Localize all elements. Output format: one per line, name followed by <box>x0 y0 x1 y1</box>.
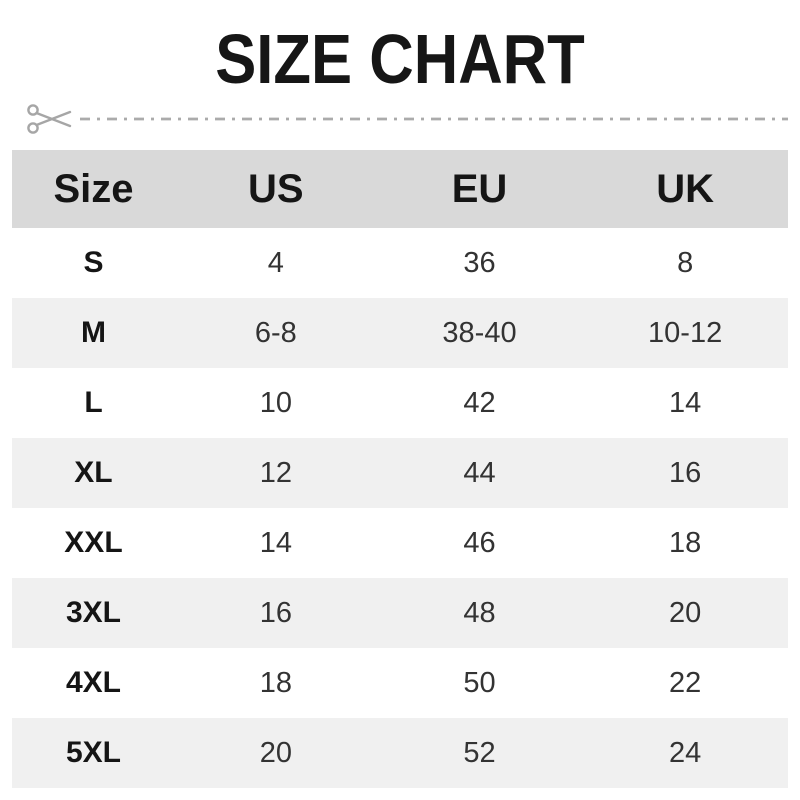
uk-cell: 24 <box>669 736 702 769</box>
table-body: S 4 36 8 M 6-8 38-40 10-12 L 10 42 14 XL… <box>12 228 788 788</box>
us-cell: 20 <box>259 736 292 769</box>
us-cell: 18 <box>259 666 292 699</box>
us-cell: 14 <box>259 526 292 559</box>
us-cell: 12 <box>259 456 292 489</box>
eu-cell: 46 <box>463 526 496 559</box>
size-cell: M <box>80 316 106 349</box>
size-cell: XXL <box>64 526 123 559</box>
size-table: Size US EU UK S 4 36 8 M 6-8 38-40 10-12… <box>12 150 788 788</box>
table-row: XL 12 44 16 <box>12 438 788 508</box>
size-cell: XL <box>74 456 113 489</box>
uk-cell: 22 <box>669 666 702 699</box>
uk-cell: 8 <box>677 246 694 279</box>
table-row: 4XL 18 50 22 <box>12 648 788 718</box>
uk-cell: 18 <box>669 526 702 559</box>
eu-cell: 38-40 <box>442 316 517 349</box>
size-cell: 5XL <box>65 736 121 769</box>
us-cell: 6-8 <box>254 316 297 349</box>
uk-cell: 16 <box>669 456 702 489</box>
eu-cell: 36 <box>463 246 496 279</box>
eu-cell: 42 <box>463 386 496 419</box>
size-cell: L <box>84 386 103 419</box>
size-cell: 4XL <box>65 666 121 699</box>
us-cell: 10 <box>259 386 292 419</box>
table-row: L 10 42 14 <box>12 368 788 438</box>
scissors-icon <box>27 104 72 134</box>
dash-dot-line <box>80 117 788 121</box>
header-uk: UK <box>656 166 715 211</box>
table-row: 5XL 20 52 24 <box>12 718 788 788</box>
uk-cell: 20 <box>669 596 702 629</box>
eu-cell: 52 <box>463 736 496 769</box>
page-title-text: SIZE CHART <box>215 20 585 98</box>
page-title: SIZE CHART <box>0 24 800 94</box>
header-size: Size <box>53 166 134 211</box>
eu-cell: 50 <box>463 666 496 699</box>
size-cell: S <box>83 246 104 279</box>
table-row: XXL 14 46 18 <box>12 508 788 578</box>
table-header-row: Size US EU UK <box>12 150 788 228</box>
us-cell: 4 <box>267 246 284 279</box>
header-us: US <box>248 166 304 211</box>
table-row: S 4 36 8 <box>12 228 788 298</box>
size-cell: 3XL <box>65 596 121 629</box>
cut-line <box>26 100 788 138</box>
table-row: M 6-8 38-40 10-12 <box>12 298 788 368</box>
table-row: 3XL 16 48 20 <box>12 578 788 648</box>
eu-cell: 48 <box>463 596 496 629</box>
header-eu: EU <box>451 166 508 211</box>
uk-cell: 14 <box>669 386 702 419</box>
eu-cell: 44 <box>463 456 496 489</box>
us-cell: 16 <box>259 596 292 629</box>
uk-cell: 10-12 <box>648 316 723 349</box>
